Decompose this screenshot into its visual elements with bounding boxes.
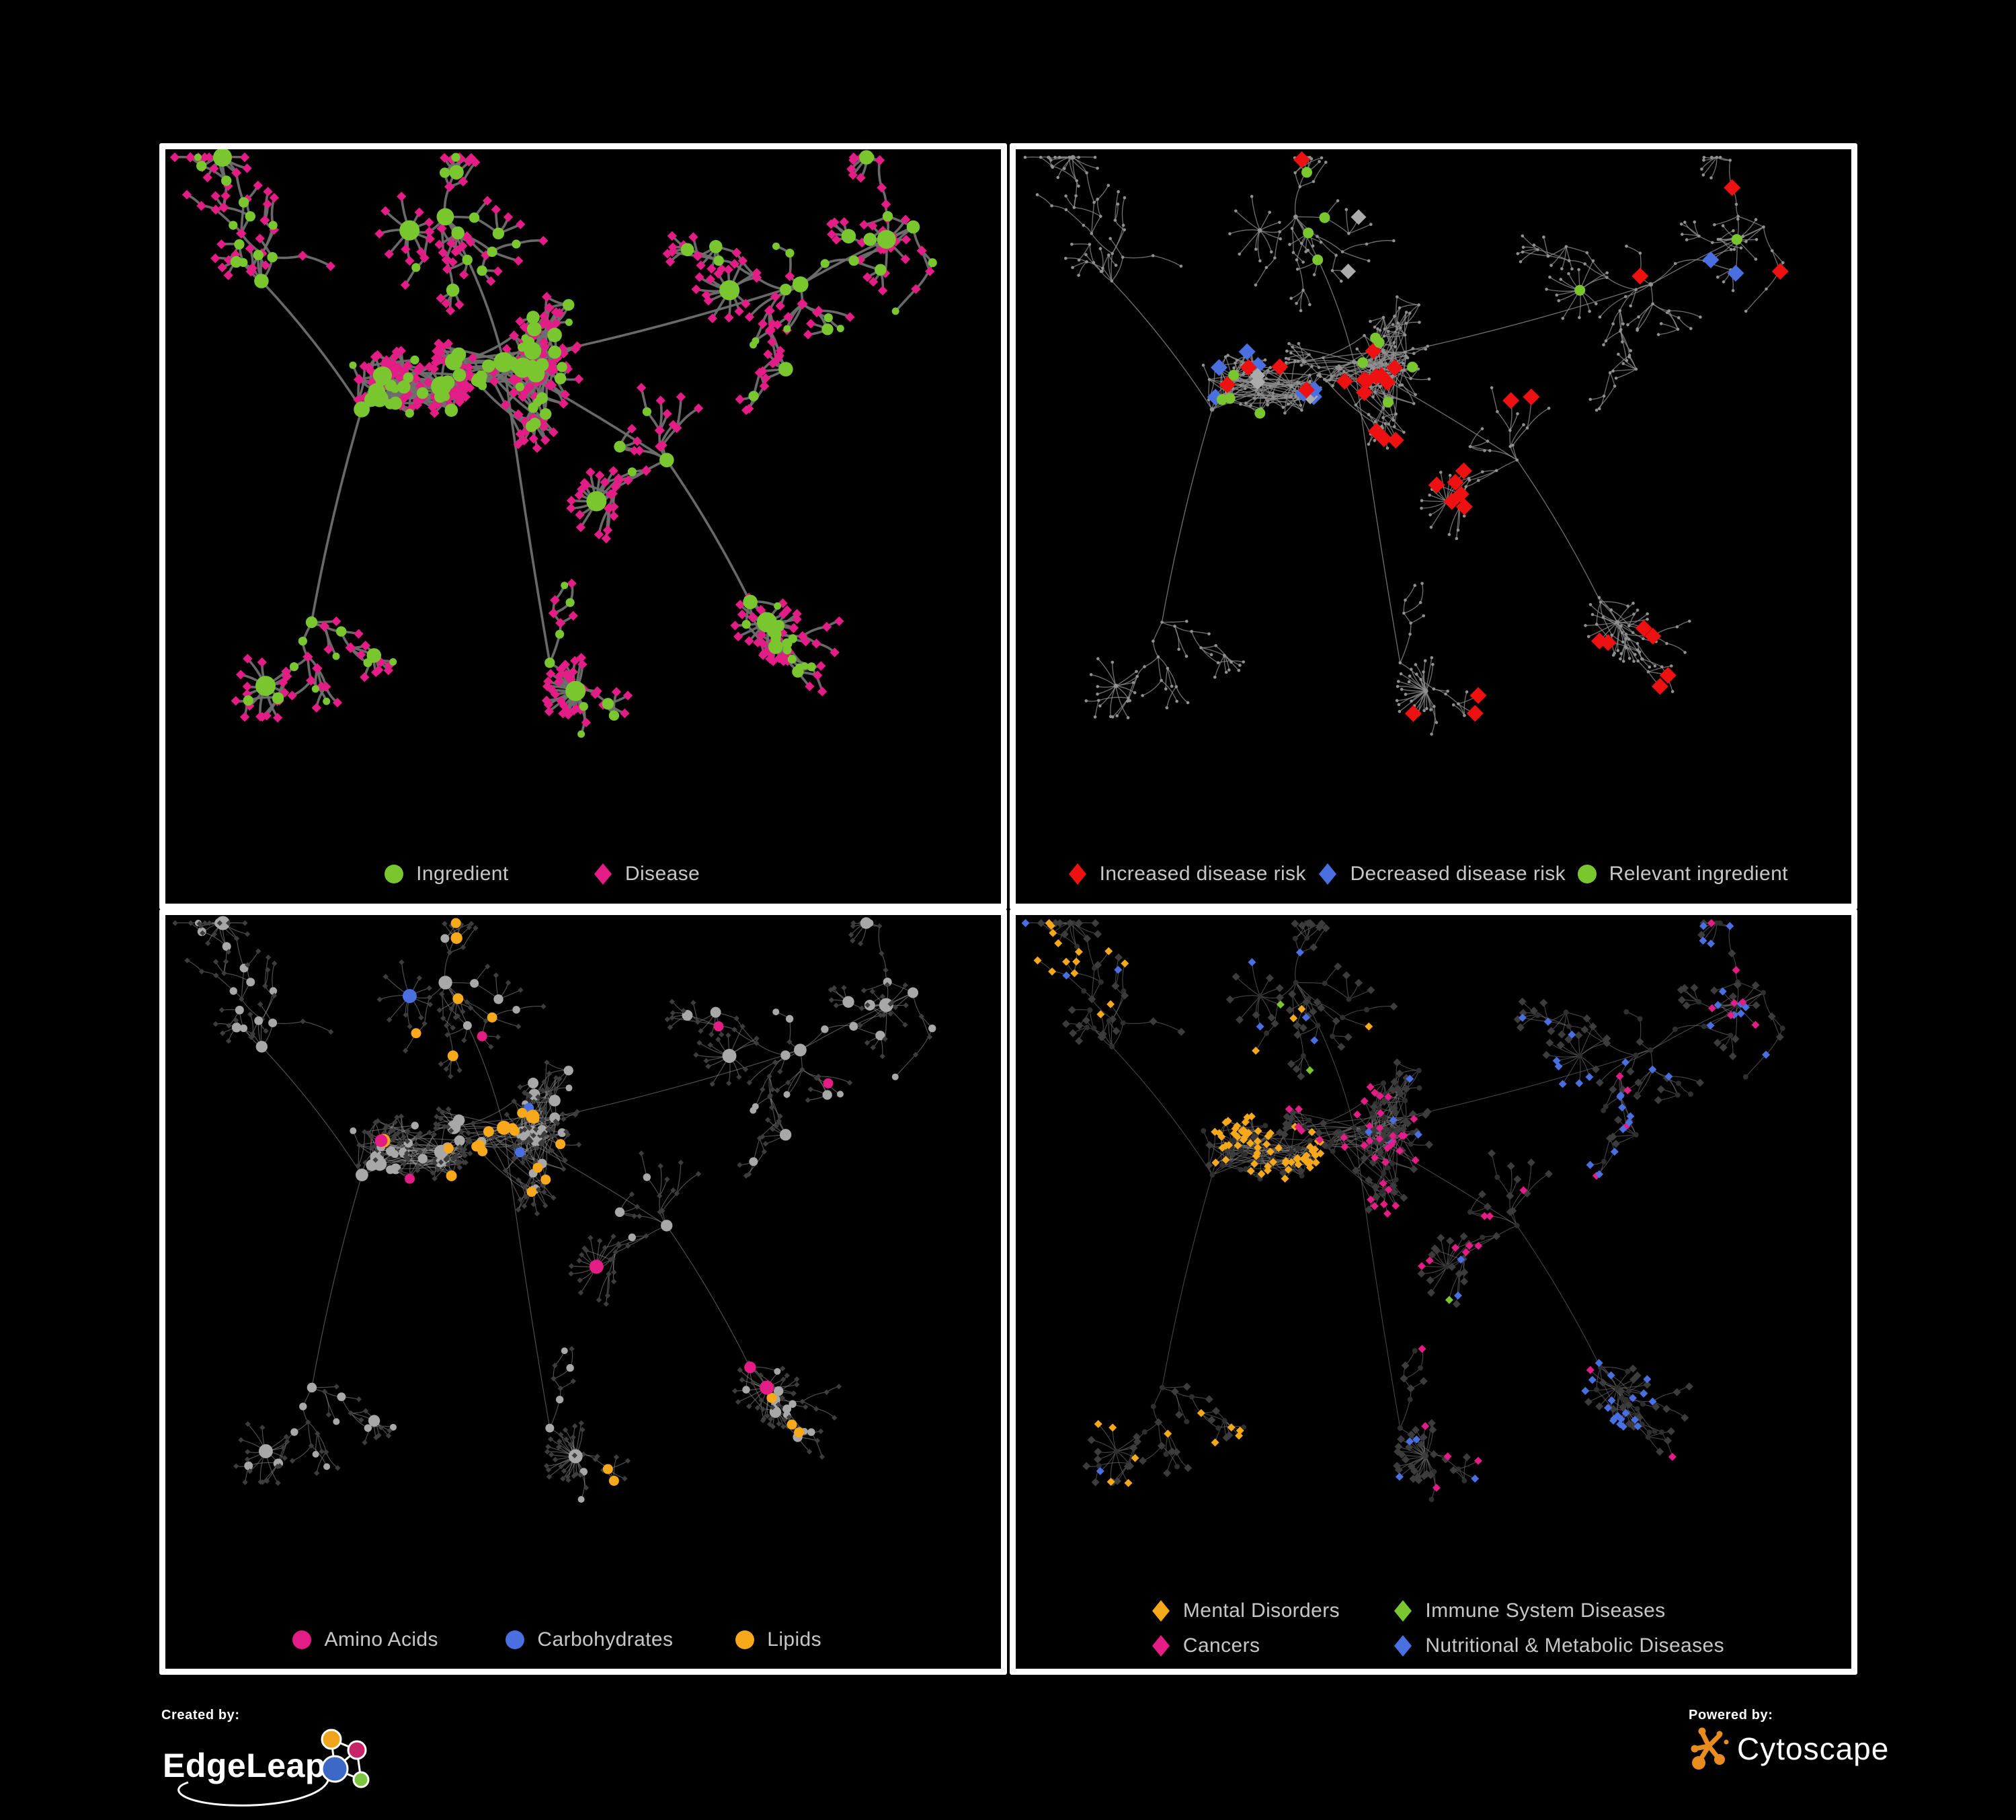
legend-item-increased-disease-risk: Increased disease risk bbox=[1066, 859, 1306, 889]
legend-label: Immune System Diseases bbox=[1425, 1599, 1666, 1622]
legend-label: Ingredient bbox=[416, 863, 509, 885]
network-graph-disease-risk bbox=[1023, 151, 1789, 736]
legend-label: Relevant ingredient bbox=[1609, 863, 1788, 885]
legend-label: Lipids bbox=[767, 1628, 822, 1651]
legend-item-decreased-disease-risk: Decreased disease risk bbox=[1316, 859, 1566, 889]
legend-disease-classes: Mental Disorders Immune System Diseases Ca… bbox=[1016, 1595, 1851, 1669]
legend-ingredient-disease: Ingredient Disease bbox=[165, 859, 1001, 904]
legend-marker-diamond bbox=[1394, 1600, 1412, 1622]
edgeleap-logo: EdgeLeap bbox=[163, 1729, 370, 1807]
legend-item-amino-acids: Amino Acids bbox=[290, 1624, 438, 1655]
legend-item-carbohydrates: Carbohydrates bbox=[503, 1624, 673, 1655]
legend-item-cancers: Cancers bbox=[1150, 1630, 1260, 1661]
legend-marker-circle bbox=[1577, 865, 1597, 883]
edgeleap-swoosh bbox=[177, 1770, 330, 1807]
legend-marker-diamond bbox=[1394, 1635, 1412, 1657]
panel-ingredient-disease: Ingredient Disease bbox=[159, 143, 1007, 910]
network-graph-ingredient-disease bbox=[169, 149, 937, 738]
legend-item-disease: Disease bbox=[592, 859, 700, 889]
legend-label: Cancers bbox=[1182, 1634, 1260, 1657]
legend-label: Amino Acids bbox=[324, 1628, 438, 1651]
legend-item-relevant-ingredient: Relevant ingredient bbox=[1576, 859, 1788, 889]
cytoscape-branding: Powered by: Cytoscape bbox=[1689, 1708, 1889, 1772]
legend-item-mental-disorders: Mental Disorders bbox=[1150, 1595, 1340, 1626]
network-graph-disease-classes bbox=[1021, 918, 1785, 1503]
legend-item-immune-system-diseases: Immune System Diseases bbox=[1392, 1595, 1665, 1626]
legend-marker-diamond bbox=[1152, 1635, 1170, 1657]
legend-marker-circle bbox=[735, 1630, 755, 1649]
legend-label: Increased disease risk bbox=[1099, 863, 1306, 885]
legend-marker-diamond bbox=[1319, 863, 1337, 885]
panel-disease-classes: Mental Disorders Immune System Diseases Ca… bbox=[1010, 909, 1857, 1675]
cytoscape-logo-icon bbox=[1691, 1727, 1729, 1770]
legend-marker-diamond bbox=[1152, 1600, 1170, 1622]
edgeleap-network-icon bbox=[321, 1729, 370, 1788]
legend-label: Carbohydrates bbox=[537, 1628, 674, 1651]
cytoscape-wordmark: Cytoscape bbox=[1737, 1731, 1890, 1766]
network-graph-ingredient-classes bbox=[172, 916, 936, 1503]
edgeleap-node-blue bbox=[321, 1755, 349, 1783]
edgeleap-node-orange bbox=[321, 1729, 342, 1750]
legend-marker-circle bbox=[292, 1630, 312, 1649]
legend-marker-circle bbox=[506, 1630, 525, 1649]
legend-disease-risk: Increased disease risk Decreased disease … bbox=[1016, 859, 1851, 904]
legend-marker-diamond bbox=[1068, 863, 1086, 885]
legend-label: Nutritional & Metabolic Diseases bbox=[1425, 1634, 1724, 1657]
panel-ingredient-classes: Amino Acids Carbohydrates Lipids bbox=[159, 909, 1007, 1675]
legend-label: Disease bbox=[624, 863, 700, 885]
edgeleap-node-green bbox=[352, 1771, 370, 1788]
edgeleap-node-magenta bbox=[347, 1740, 367, 1760]
legend-item-ingredient: Ingredient bbox=[382, 859, 508, 889]
legend-item-lipids: Lipids bbox=[733, 1624, 821, 1655]
edgeleap-wordmark: EdgeLeap bbox=[163, 1747, 326, 1784]
powered-by-label: Powered by: bbox=[1689, 1708, 1773, 1723]
legend-item-nutritional-metabolic-diseases: Nutritional & Metabolic Diseases bbox=[1392, 1630, 1724, 1661]
legend-label: Mental Disorders bbox=[1182, 1599, 1340, 1622]
legend-ingredient-classes: Amino Acids Carbohydrates Lipids bbox=[165, 1624, 1001, 1669]
created-by-label: Created by: bbox=[161, 1708, 240, 1723]
legend-marker-circle bbox=[385, 865, 404, 883]
legend-marker-diamond bbox=[594, 863, 612, 885]
panel-disease-risk: Increased disease risk Decreased disease … bbox=[1010, 143, 1857, 910]
edgeleap-branding: Created by: EdgeLeap bbox=[161, 1708, 390, 1811]
legend-label: Decreased disease risk bbox=[1350, 863, 1566, 885]
